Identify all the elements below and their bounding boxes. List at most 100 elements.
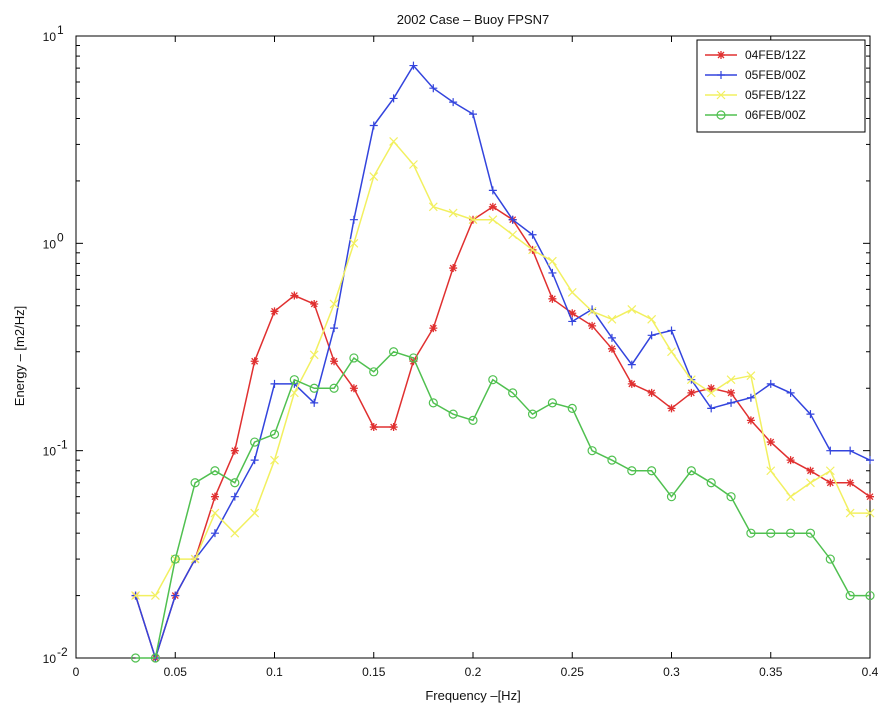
data-point [429, 84, 438, 93]
data-point [667, 404, 676, 413]
data-point [846, 446, 855, 455]
data-point [290, 291, 299, 300]
legend-marker [717, 51, 725, 59]
data-point [726, 375, 736, 385]
data-point [587, 306, 597, 316]
data-point [150, 591, 160, 601]
y-tick-label: 10 [43, 237, 57, 251]
x-tick-label: 0.3 [663, 665, 680, 679]
data-point [468, 415, 478, 425]
data-point [488, 375, 498, 385]
data-point [567, 287, 577, 297]
data-point [547, 398, 558, 408]
x-tick-label: 0.4 [862, 665, 879, 679]
data-point [171, 591, 180, 600]
data-point [409, 357, 418, 366]
series-line [134, 64, 871, 661]
data-point [865, 590, 875, 601]
data-point [547, 256, 557, 266]
data-point [369, 121, 378, 130]
data-point [706, 478, 716, 488]
data-point [866, 492, 874, 501]
data-point [309, 383, 319, 393]
data-point [250, 508, 260, 518]
data-point [349, 215, 358, 224]
data-point [707, 384, 716, 393]
data-point [746, 416, 755, 425]
y-tick-label-exponent: 1 [57, 23, 64, 37]
data-point [588, 321, 597, 330]
data-point [250, 456, 259, 465]
data-point [190, 554, 200, 564]
data-point [607, 344, 616, 353]
x-tick-label: 0 [73, 665, 80, 679]
data-point [727, 388, 736, 397]
data-point [409, 61, 418, 70]
data-point [250, 437, 260, 447]
data-point [349, 384, 358, 393]
data-point [647, 331, 656, 340]
data-point [230, 446, 239, 455]
data-point [766, 379, 775, 388]
data-point [528, 245, 537, 255]
data-point [409, 160, 418, 169]
data-point [786, 492, 796, 502]
data-point [449, 264, 458, 273]
data-point [210, 466, 220, 476]
series-05FEB/12Z [131, 137, 875, 601]
data-point [349, 353, 359, 363]
data-point [449, 98, 458, 107]
data-point [389, 423, 398, 432]
data-point [289, 375, 299, 385]
series-06FEB/00Z [130, 347, 875, 663]
data-point [469, 110, 477, 119]
series-line [135, 140, 870, 597]
data-point [330, 357, 339, 366]
data-point [428, 202, 438, 212]
data-point [369, 367, 379, 377]
data-point [826, 478, 835, 487]
data-point [448, 409, 458, 419]
data-point [746, 393, 755, 402]
data-point [686, 466, 696, 476]
data-point [667, 347, 676, 357]
data-point [686, 375, 696, 385]
data-point [309, 350, 319, 360]
x-tick-label: 0.15 [362, 665, 386, 679]
data-point [230, 478, 240, 488]
x-axis-title: Frequency –[Hz] [425, 688, 520, 703]
data-point [528, 230, 537, 239]
data-point [845, 590, 855, 601]
chart-title: 2002 Case – Buoy FPSN7 [397, 12, 549, 27]
data-point [845, 508, 855, 518]
y-tick-label-exponent: -2 [57, 645, 68, 659]
data-point [270, 455, 279, 465]
x-tick-label: 0.1 [266, 665, 283, 679]
data-point [766, 466, 776, 476]
data-point [349, 238, 359, 248]
data-point [330, 324, 339, 333]
data-point [666, 492, 677, 502]
data-point [746, 528, 756, 538]
x-tick-label: 0.2 [465, 665, 482, 679]
data-point [806, 478, 815, 488]
data-point [805, 528, 816, 538]
data-point [607, 314, 617, 324]
data-point [170, 554, 180, 564]
data-point [468, 215, 478, 225]
data-point [627, 466, 637, 476]
data-point [429, 324, 438, 333]
data-point [866, 456, 874, 465]
data-point [706, 388, 716, 398]
data-point [806, 466, 815, 475]
legend-marker [716, 110, 726, 120]
data-point [826, 446, 835, 455]
data-point [269, 429, 280, 439]
data-point [627, 379, 636, 388]
data-point [210, 508, 220, 518]
data-point [389, 94, 398, 103]
data-point [190, 478, 200, 488]
data-point [846, 478, 855, 487]
data-point [825, 554, 835, 564]
data-point [766, 528, 776, 538]
